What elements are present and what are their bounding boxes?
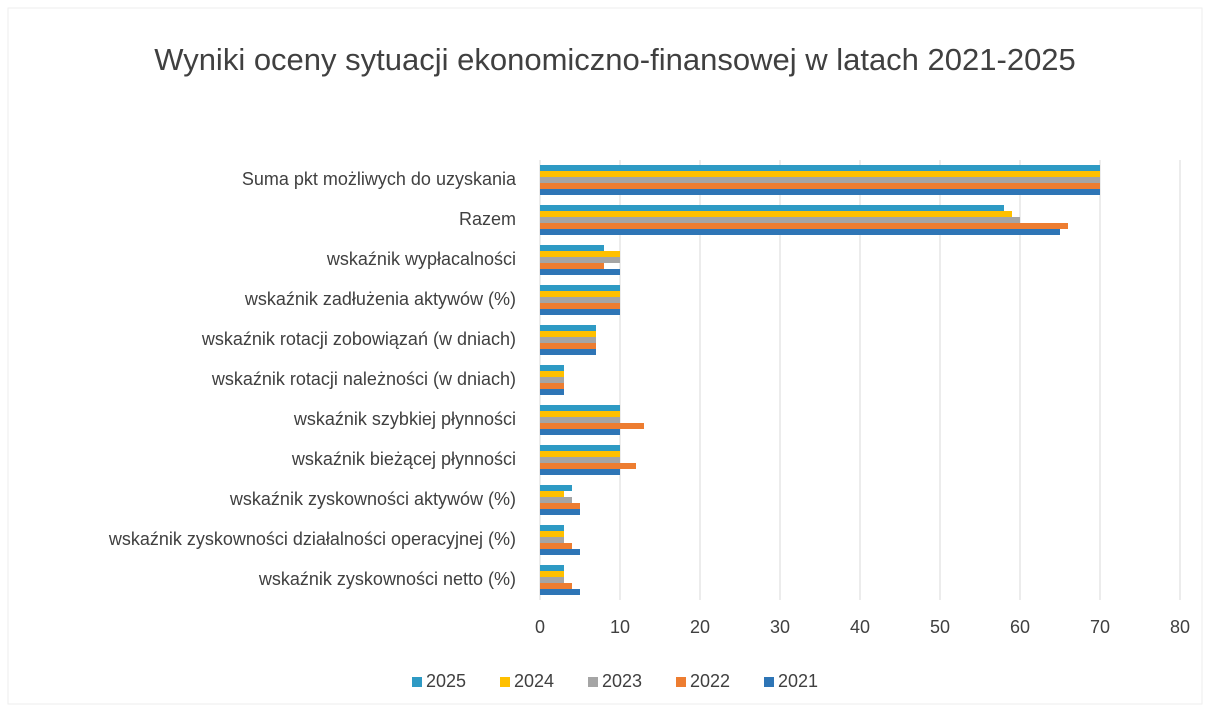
bar (540, 503, 580, 509)
legend-swatch (764, 677, 774, 687)
bar (540, 325, 596, 331)
bar (540, 263, 604, 269)
bar (540, 485, 572, 491)
bar (540, 269, 620, 275)
y-tick-label: wskaźnik zyskowności netto (%) (258, 569, 516, 589)
bar (540, 205, 1004, 211)
y-tick-label: Razem (459, 209, 516, 229)
x-tick-label: 60 (1010, 617, 1030, 637)
bar (540, 211, 1012, 217)
legend-label: 2025 (426, 671, 466, 691)
bar (540, 189, 1100, 195)
bar (540, 383, 564, 389)
y-tick-label: wskaźnik wypłacalności (326, 249, 516, 269)
legend-label: 2021 (778, 671, 818, 691)
legend-label: 2022 (690, 671, 730, 691)
bar (540, 497, 572, 503)
bar (540, 245, 604, 251)
legend-label: 2024 (514, 671, 554, 691)
bar (540, 389, 564, 395)
bar (540, 349, 596, 355)
bar (540, 291, 620, 297)
y-tick-label: Suma pkt możliwych do uzyskania (242, 169, 517, 189)
legend-label: 2023 (602, 671, 642, 691)
bar (540, 577, 564, 583)
legend-swatch (676, 677, 686, 687)
x-tick-label: 10 (610, 617, 630, 637)
x-tick-label: 40 (850, 617, 870, 637)
bar (540, 337, 596, 343)
y-tick-label: wskaźnik bieżącej płynności (291, 449, 516, 469)
x-tick-label: 70 (1090, 617, 1110, 637)
bar (540, 309, 620, 315)
bar (540, 463, 636, 469)
y-tick-label: wskaźnik zyskowności aktywów (%) (229, 489, 516, 509)
y-tick-label: wskaźnik zadłużenia aktywów (%) (244, 289, 516, 309)
bar (540, 423, 644, 429)
bar (540, 251, 620, 257)
bar (540, 589, 580, 595)
bar (540, 365, 564, 371)
bar (540, 565, 564, 571)
bar (540, 537, 564, 543)
bar (540, 549, 580, 555)
y-tick-label: wskaźnik rotacji zobowiązań (w dniach) (201, 329, 516, 349)
legend-swatch (588, 677, 598, 687)
x-tick-label: 30 (770, 617, 790, 637)
bar (540, 343, 596, 349)
bar (540, 183, 1100, 189)
bar (540, 171, 1100, 177)
x-tick-label: 0 (535, 617, 545, 637)
bar (540, 165, 1100, 171)
x-tick-label: 50 (930, 617, 950, 637)
bar (540, 509, 580, 515)
bar (540, 445, 620, 451)
bar (540, 571, 564, 577)
bar (540, 457, 620, 463)
x-tick-label: 20 (690, 617, 710, 637)
bar (540, 411, 620, 417)
bar (540, 229, 1060, 235)
bar (540, 223, 1068, 229)
frame (7, 7, 1203, 705)
bar (540, 297, 620, 303)
bar (540, 469, 620, 475)
bar (540, 331, 596, 337)
legend-swatch (412, 677, 422, 687)
bar (540, 377, 564, 383)
bar (540, 491, 564, 497)
bar (540, 371, 564, 377)
bar (540, 429, 620, 435)
bar (540, 285, 620, 291)
bar (540, 257, 620, 263)
bar (540, 417, 620, 423)
bar (540, 303, 620, 309)
chart-title: Wyniki oceny sytuacji ekonomiczno-finans… (154, 42, 1076, 77)
bar (540, 177, 1100, 183)
y-tick-label: wskaźnik zyskowności działalności operac… (108, 529, 516, 549)
bar (540, 405, 620, 411)
y-tick-label: wskaźnik rotacji należności (w dniach) (211, 369, 516, 389)
legend-swatch (500, 677, 510, 687)
bar (540, 543, 572, 549)
bar (540, 217, 1020, 223)
x-tick-label: 80 (1170, 617, 1190, 637)
bar (540, 531, 564, 537)
bar (540, 583, 572, 589)
bar (540, 525, 564, 531)
y-tick-label: wskaźnik szybkiej płynności (293, 409, 516, 429)
bar (540, 451, 620, 457)
